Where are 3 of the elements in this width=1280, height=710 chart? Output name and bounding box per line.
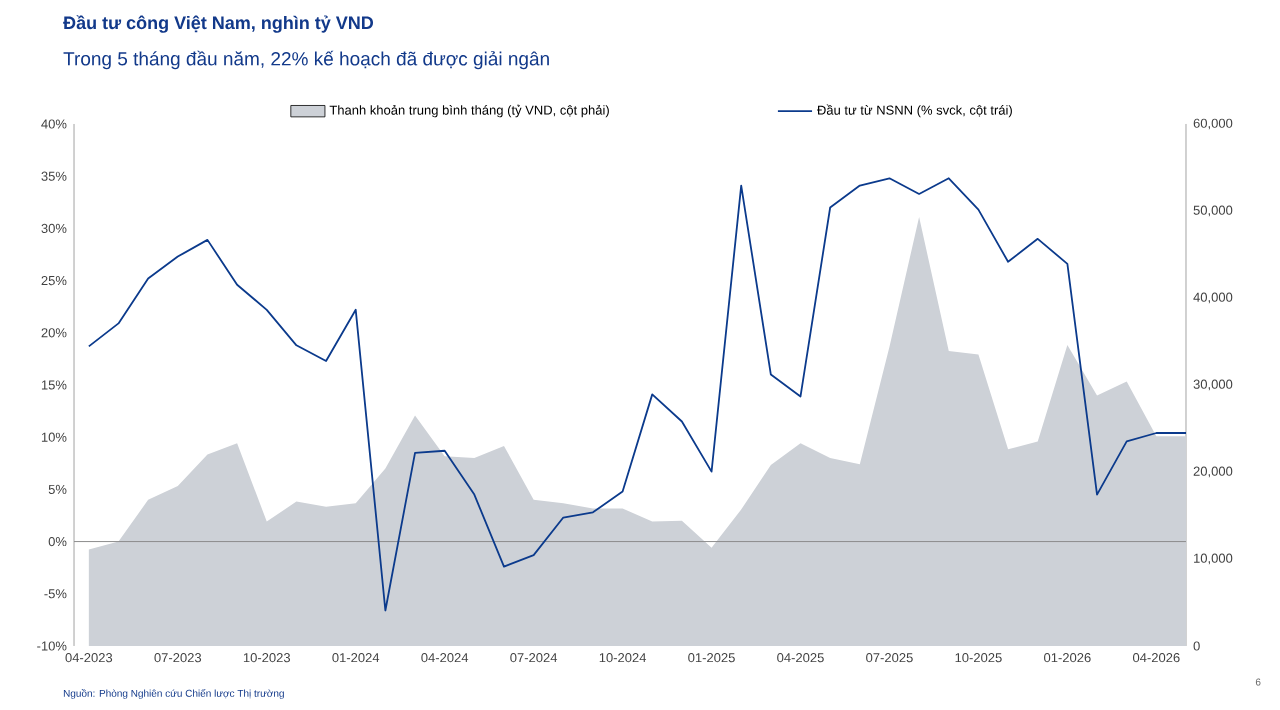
chart-title: Đầu tư công Việt Nam, nghìn tỷ VND (63, 15, 374, 33)
chart-subtitle: Trong 5 tháng đầu năm, 22% kế hoạch đã được giải ngân (63, 50, 549, 70)
line-series (87, 177, 1187, 612)
